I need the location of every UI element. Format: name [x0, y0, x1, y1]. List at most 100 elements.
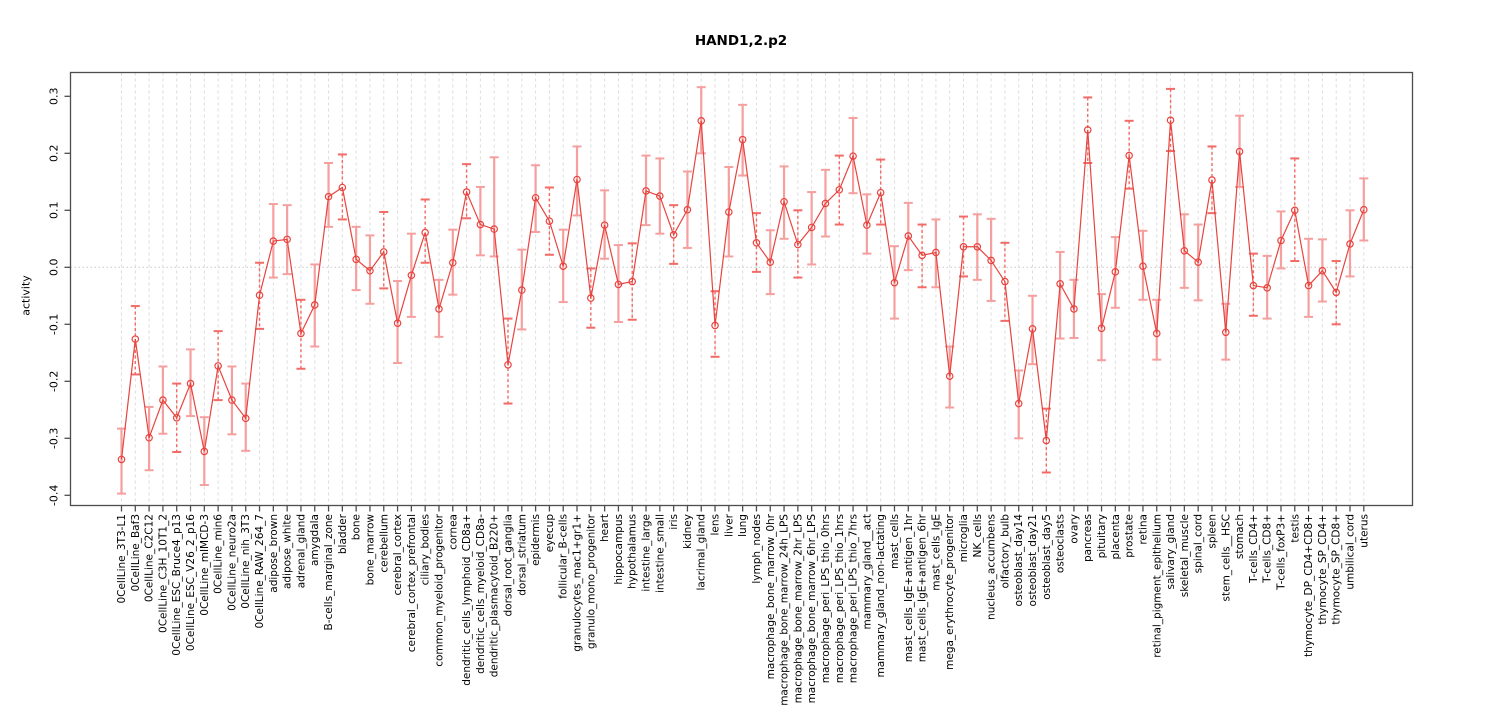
data-point	[283, 235, 291, 244]
data-point	[752, 238, 761, 247]
data-point	[573, 175, 581, 184]
data-point	[835, 185, 844, 194]
x-category-label: osteoblast_day14	[1013, 514, 1025, 607]
data-point	[1028, 325, 1037, 333]
data-point	[587, 294, 595, 302]
data-point	[628, 277, 637, 286]
data-point	[352, 255, 360, 264]
data-point	[780, 197, 788, 206]
chart-title: HAND1,2.p2	[694, 33, 788, 49]
data-point	[600, 221, 609, 229]
data-point	[186, 379, 195, 388]
data-point	[255, 291, 264, 300]
data-point	[324, 192, 333, 201]
x-category-label: bone	[351, 514, 363, 540]
data-point	[379, 248, 388, 256]
data-point	[1139, 262, 1147, 270]
x-category-label: ciliary_bodies	[420, 514, 432, 585]
series-line	[120, 120, 1365, 460]
data-point	[1166, 116, 1175, 125]
y-tick-label: 0.0	[48, 259, 61, 277]
x-category-label: macrophage_bone_marrow_6hr_LPS	[806, 514, 818, 704]
x-category-label: granulocytes_mac1+gr1+	[572, 514, 584, 652]
data-point	[945, 372, 954, 380]
x-category-label: cerebellum	[378, 514, 390, 573]
x-category-label: iris	[668, 514, 680, 530]
x-category-label: retina	[1137, 514, 1149, 545]
data-point	[504, 360, 512, 369]
data-point	[1277, 236, 1285, 245]
x-category-label: cornea	[447, 514, 459, 550]
data-point	[172, 413, 181, 422]
x-category-label: dendritic_cells_lymphoid_CD8a+	[461, 514, 473, 686]
data-point	[393, 319, 402, 327]
data-point	[117, 455, 126, 464]
x-category-label: lymph_nodes	[751, 514, 763, 584]
x-category-label: intestine_large	[641, 514, 653, 592]
x-category-label: hippocampus	[613, 514, 625, 585]
data-point	[821, 199, 830, 208]
x-category-label: dorsal_root_ganglia	[502, 514, 514, 616]
data-point	[1001, 277, 1009, 286]
x-category-label: dendritic_plasmacytoid_B220+	[489, 514, 501, 677]
x-category-label: dendritic_cells_myeloid_CD8a-	[475, 514, 487, 674]
x-category-label: epidermis	[530, 514, 542, 566]
data-point	[1290, 206, 1299, 215]
data-point	[656, 192, 664, 200]
data-point	[987, 256, 995, 265]
x-category-label: testis	[1289, 514, 1301, 543]
x-category-label: common_myeloid_progenitor	[433, 513, 445, 666]
x-category-label: T-cells_foxP3+	[1275, 514, 1287, 591]
x-category-label: T-cells_CD8+	[1262, 514, 1274, 584]
data-point	[697, 117, 706, 125]
data-point	[1221, 328, 1230, 337]
data-point	[1194, 258, 1202, 266]
x-category-label: 0CellLine_mIMCD-3	[199, 514, 211, 616]
data-point	[794, 240, 802, 249]
x-category-label: lens	[710, 514, 722, 536]
data-point	[614, 280, 623, 289]
x-category-label: macrophage_bone_marrow_24h_LPS	[779, 514, 791, 706]
data-point	[1318, 266, 1327, 275]
data-point	[1070, 305, 1078, 313]
x-category-label: granulo_mono_progenitor	[585, 513, 597, 649]
x-category-label: stem_cells__HSC	[1220, 514, 1232, 601]
x-category-label: macrophage_bone_marrow_0hr	[765, 513, 777, 679]
x-category-label: osteoclasts	[1055, 514, 1067, 573]
x-category-label: NK_cells	[972, 514, 984, 558]
data-point	[1042, 436, 1051, 445]
data-point	[531, 193, 540, 202]
x-category-label: thymocyte_DP_CD4+CD8+	[1303, 514, 1315, 657]
data-point	[1056, 280, 1064, 288]
x-category-label: 0CellLine_C2C12	[144, 514, 156, 602]
data-point	[200, 447, 209, 456]
data-point	[338, 183, 347, 192]
x-category-label: mast_cells_IgE+antigen_1hr	[903, 513, 915, 662]
x-category-label: mammary_gland__act	[861, 514, 873, 630]
data-point	[269, 237, 278, 245]
x-category-label: heart	[599, 514, 611, 542]
x-category-label: pancreas	[1082, 514, 1094, 562]
data-point	[890, 278, 899, 287]
data-point	[435, 305, 443, 313]
x-category-label: 0CellLine_RAW_264_7	[254, 514, 266, 629]
x-category-label: lung	[737, 514, 749, 537]
x-category-label: thymocyte_SP_CD4+	[1317, 514, 1329, 625]
x-category-label: nucleus_accumbens	[986, 514, 998, 620]
x-category-label: adipose_brown	[268, 514, 280, 593]
x-category-label: cerebral_cortex_prefrontal	[406, 514, 418, 652]
x-category-label: amygdala	[309, 514, 321, 566]
data-point	[738, 135, 747, 144]
x-category-label: 0CellLine_nih_3T3	[240, 514, 252, 609]
data-point	[725, 208, 733, 216]
data-point	[876, 188, 885, 197]
x-category-label: liver	[723, 513, 735, 537]
x-category-label: mast_cells_IgE	[930, 514, 942, 591]
x-category-label: 0CellLine_ESC_Bruce4_p13	[171, 514, 183, 656]
x-category-label: pituitary	[1096, 514, 1108, 558]
data-point	[462, 188, 471, 196]
data-point	[918, 251, 926, 260]
data-point	[973, 242, 982, 251]
x-category-label: mast_cells	[889, 514, 901, 569]
